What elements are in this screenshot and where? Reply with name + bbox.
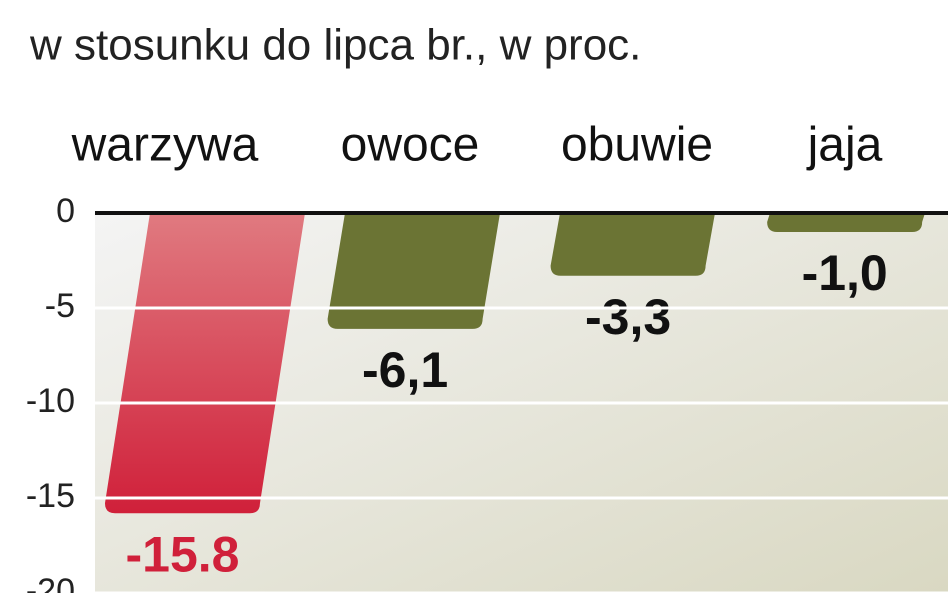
value-label: -1,0 [802, 245, 888, 301]
y-tick-label: -5 [45, 287, 75, 325]
bar [550, 213, 715, 276]
bar [767, 213, 925, 232]
bar [327, 213, 500, 329]
x-tick-label: owoce [341, 119, 480, 172]
value-label: -15.8 [125, 526, 239, 582]
x-tick-label: warzywa [71, 119, 259, 172]
y-tick-label: -20 [26, 572, 75, 593]
x-tick-label: jaja [806, 119, 883, 172]
value-label: -3,3 [585, 289, 671, 345]
chart-subtitle: w stosunku do lipca br., w proc. [29, 21, 641, 70]
y-tick-label: 0 [56, 192, 75, 230]
value-label: -6,1 [362, 342, 448, 398]
bar [104, 213, 305, 514]
y-tick-label: -15 [26, 477, 75, 515]
x-tick-label: obuwie [561, 119, 713, 172]
y-tick-label: -10 [26, 382, 75, 420]
